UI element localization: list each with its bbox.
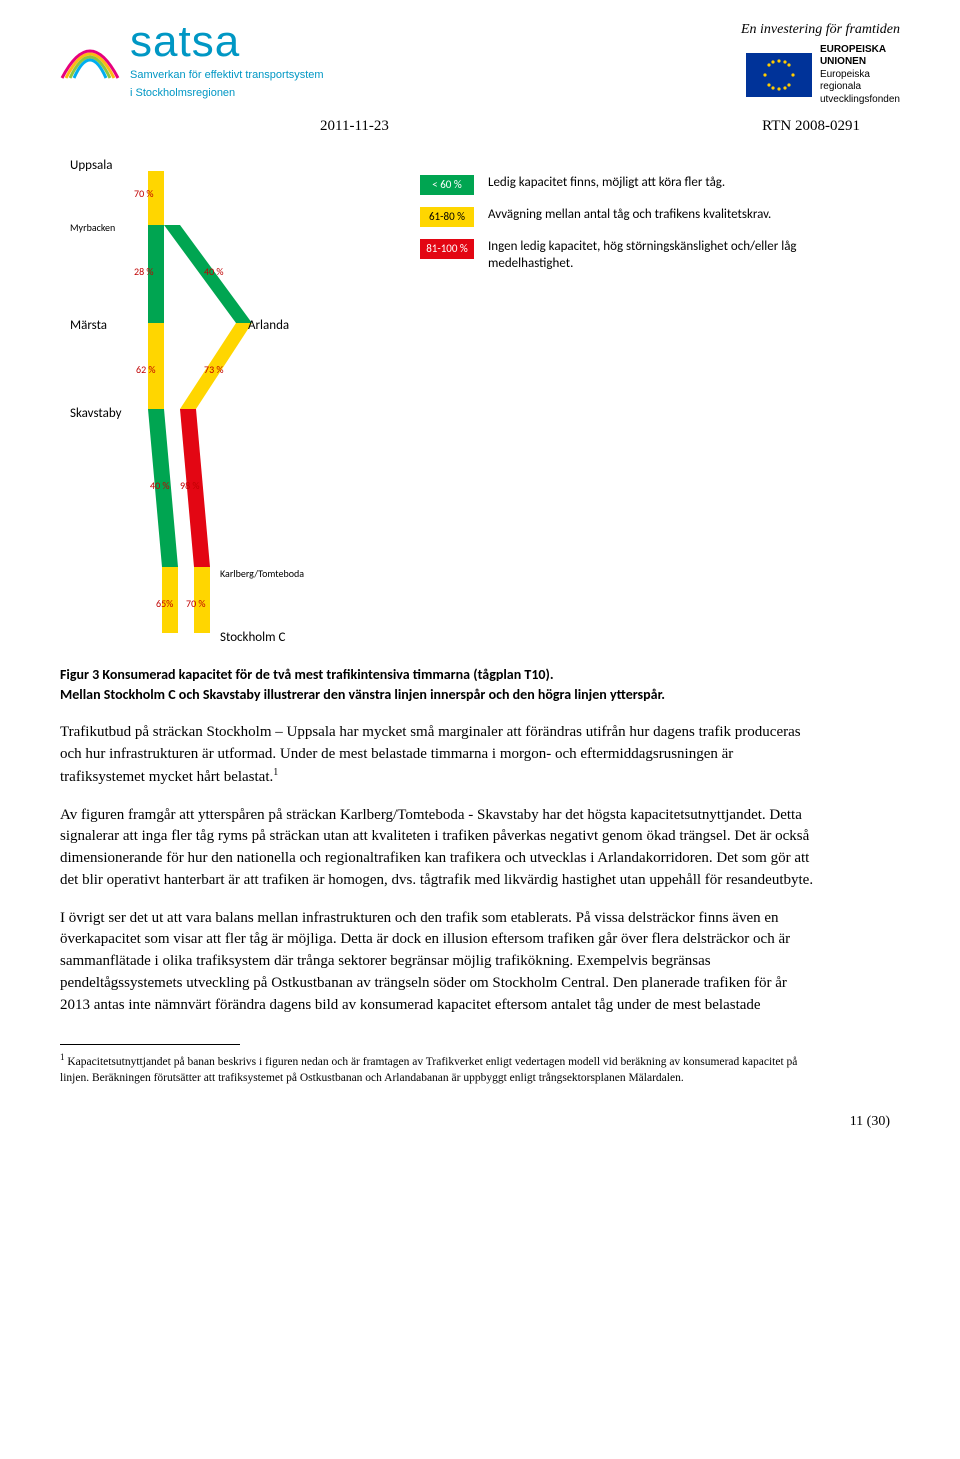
capacity-diagram: Uppsala Myrbacken Märsta Arlanda Skavstaby Ka… (60, 157, 900, 647)
station-label: Märsta (70, 317, 107, 335)
body-p2: Av figuren framgår att ytterspåren på st… (60, 805, 820, 892)
station-label: Myrbacken (70, 221, 115, 235)
satsa-mark-icon (60, 20, 120, 80)
page-container: satsa Samverkan för effektivt transports… (0, 0, 960, 1172)
legend-row: 81-100 % Ingen ledig kapacitet, hög störn… (420, 239, 848, 273)
station-label: Skavstaby (70, 405, 122, 423)
body-p1: Trafikutbud på sträckan Stockholm – Upps… (60, 722, 820, 788)
eu-text: EUROPEISKA UNIONEN Europeiska regionala … (820, 44, 900, 107)
eu-line3: Europeiska (820, 69, 900, 82)
body-p1-text: Trafikutbud på sträckan Stockholm – Upps… (60, 724, 801, 785)
eu-logo-block: En investering för framtiden (741, 20, 900, 106)
eu-line1: EUROPEISKA (820, 44, 900, 57)
legend-swatch: 81-100 % (420, 239, 474, 259)
station-label: Stockholm C (220, 629, 285, 647)
doc-ref: RTN 2008-0291 (762, 116, 860, 137)
percent-label: 40 % (204, 265, 224, 279)
percent-label: 70 % (186, 597, 206, 611)
satsa-text: satsa Samverkan för effektivt transports… (130, 20, 324, 101)
station-label: Karlberg/Tomteboda (220, 567, 304, 581)
percent-label: 70 % (134, 187, 154, 201)
footnote-ref-1: 1 (273, 767, 278, 778)
eu-flag-row: EUROPEISKA UNIONEN Europeiska regionala … (746, 44, 900, 107)
caption-line2: Mellan Stockholm C och Skavstaby illustr… (60, 686, 665, 703)
header: satsa Samverkan för effektivt transports… (60, 20, 900, 106)
legend-row: 61-80 % Avvägning mellan antal tåg och tr… (420, 207, 848, 227)
eu-flag-icon (746, 53, 812, 97)
body-p3: I övrigt ser det ut att vara balans mell… (60, 908, 820, 1017)
footnote: 1 Kapacitetsutnyttjandet på banan beskri… (60, 1051, 820, 1086)
percent-label: 28 % (134, 265, 154, 279)
eu-line5: utvecklingsfonden (820, 94, 900, 107)
legend-swatch: < 60 % (420, 175, 474, 195)
percent-label: 73 % (204, 363, 224, 377)
caption-line1: Figur 3 Konsumerad kapacitet för de två … (60, 666, 554, 683)
doc-date: 2011-11-23 (320, 116, 389, 137)
percent-label: 98 % (180, 479, 200, 493)
eu-line4: regionala (820, 81, 900, 94)
legend-desc: Ingen ledig kapacitet, hög störningskäns… (488, 239, 848, 273)
station-label: Uppsala (70, 157, 112, 175)
legend: < 60 % Ledig kapacitet finns, möjligt att… (420, 175, 848, 285)
figure-caption: Figur 3 Konsumerad kapacitet för de två … (60, 665, 900, 704)
percent-label: 65% (156, 597, 173, 611)
footnote-separator (60, 1044, 240, 1045)
station-label: Arlanda (248, 317, 289, 335)
legend-desc: Ledig kapacitet finns, möjligt att köra … (488, 175, 725, 192)
satsa-subtitle-2: i Stockholmsregionen (130, 86, 324, 100)
invest-slogan: En investering för framtiden (741, 20, 900, 40)
satsa-title: satsa (130, 20, 324, 64)
satsa-subtitle-1: Samverkan för effektivt transportsystem (130, 68, 324, 82)
legend-desc: Avvägning mellan antal tåg och trafikens… (488, 207, 771, 224)
page-number: 11 (30) (60, 1112, 900, 1132)
satsa-logo: satsa Samverkan för effektivt transports… (60, 20, 324, 101)
legend-row: < 60 % Ledig kapacitet finns, möjligt att… (420, 175, 848, 195)
percent-label: 62 % (136, 363, 156, 377)
meta-row: 2011-11-23 RTN 2008-0291 (60, 116, 900, 137)
eu-line2: UNIONEN (820, 56, 900, 69)
footnote-text: Kapacitetsutnyttjandet på banan beskrivs… (60, 1056, 797, 1084)
percent-label: 40 % (150, 479, 170, 493)
legend-swatch: 61-80 % (420, 207, 474, 227)
